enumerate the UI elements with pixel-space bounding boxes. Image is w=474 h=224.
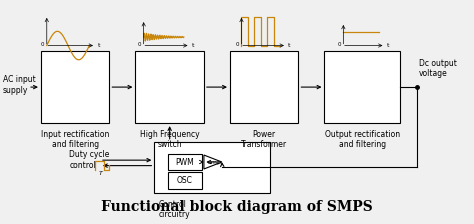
- Text: Output rectification
and filtering: Output rectification and filtering: [325, 130, 400, 149]
- Text: 0: 0: [236, 42, 239, 47]
- Bar: [168, 154, 201, 170]
- Text: T: T: [99, 171, 103, 177]
- Text: OSC: OSC: [177, 176, 193, 185]
- Text: amp: amp: [208, 159, 222, 164]
- Text: t: t: [97, 43, 100, 48]
- Text: t: t: [387, 43, 389, 48]
- Bar: [41, 51, 109, 123]
- Text: Dc output
voltage: Dc output voltage: [419, 59, 457, 78]
- Text: 0: 0: [137, 42, 141, 47]
- Text: Functional block diagram of SMPS: Functional block diagram of SMPS: [101, 200, 373, 214]
- Bar: [155, 142, 270, 193]
- Text: PWM: PWM: [176, 157, 194, 166]
- Text: AC input
supply: AC input supply: [3, 75, 36, 95]
- Text: Control
circuitry: Control circuitry: [159, 200, 191, 219]
- Text: High Frequency
switch: High Frequency switch: [140, 130, 200, 149]
- Text: Power
Transformer: Power Transformer: [241, 130, 287, 149]
- Text: 0: 0: [41, 42, 44, 47]
- Text: t: t: [192, 43, 194, 48]
- Polygon shape: [204, 155, 222, 169]
- Text: t: t: [288, 43, 291, 48]
- Bar: [168, 172, 201, 189]
- Text: Duty cycle
control: Duty cycle control: [69, 151, 109, 170]
- Bar: [136, 51, 204, 123]
- Bar: [230, 51, 299, 123]
- Bar: [324, 51, 400, 123]
- Text: Input rectification
and filtering: Input rectification and filtering: [41, 130, 109, 149]
- Text: 0: 0: [337, 42, 341, 47]
